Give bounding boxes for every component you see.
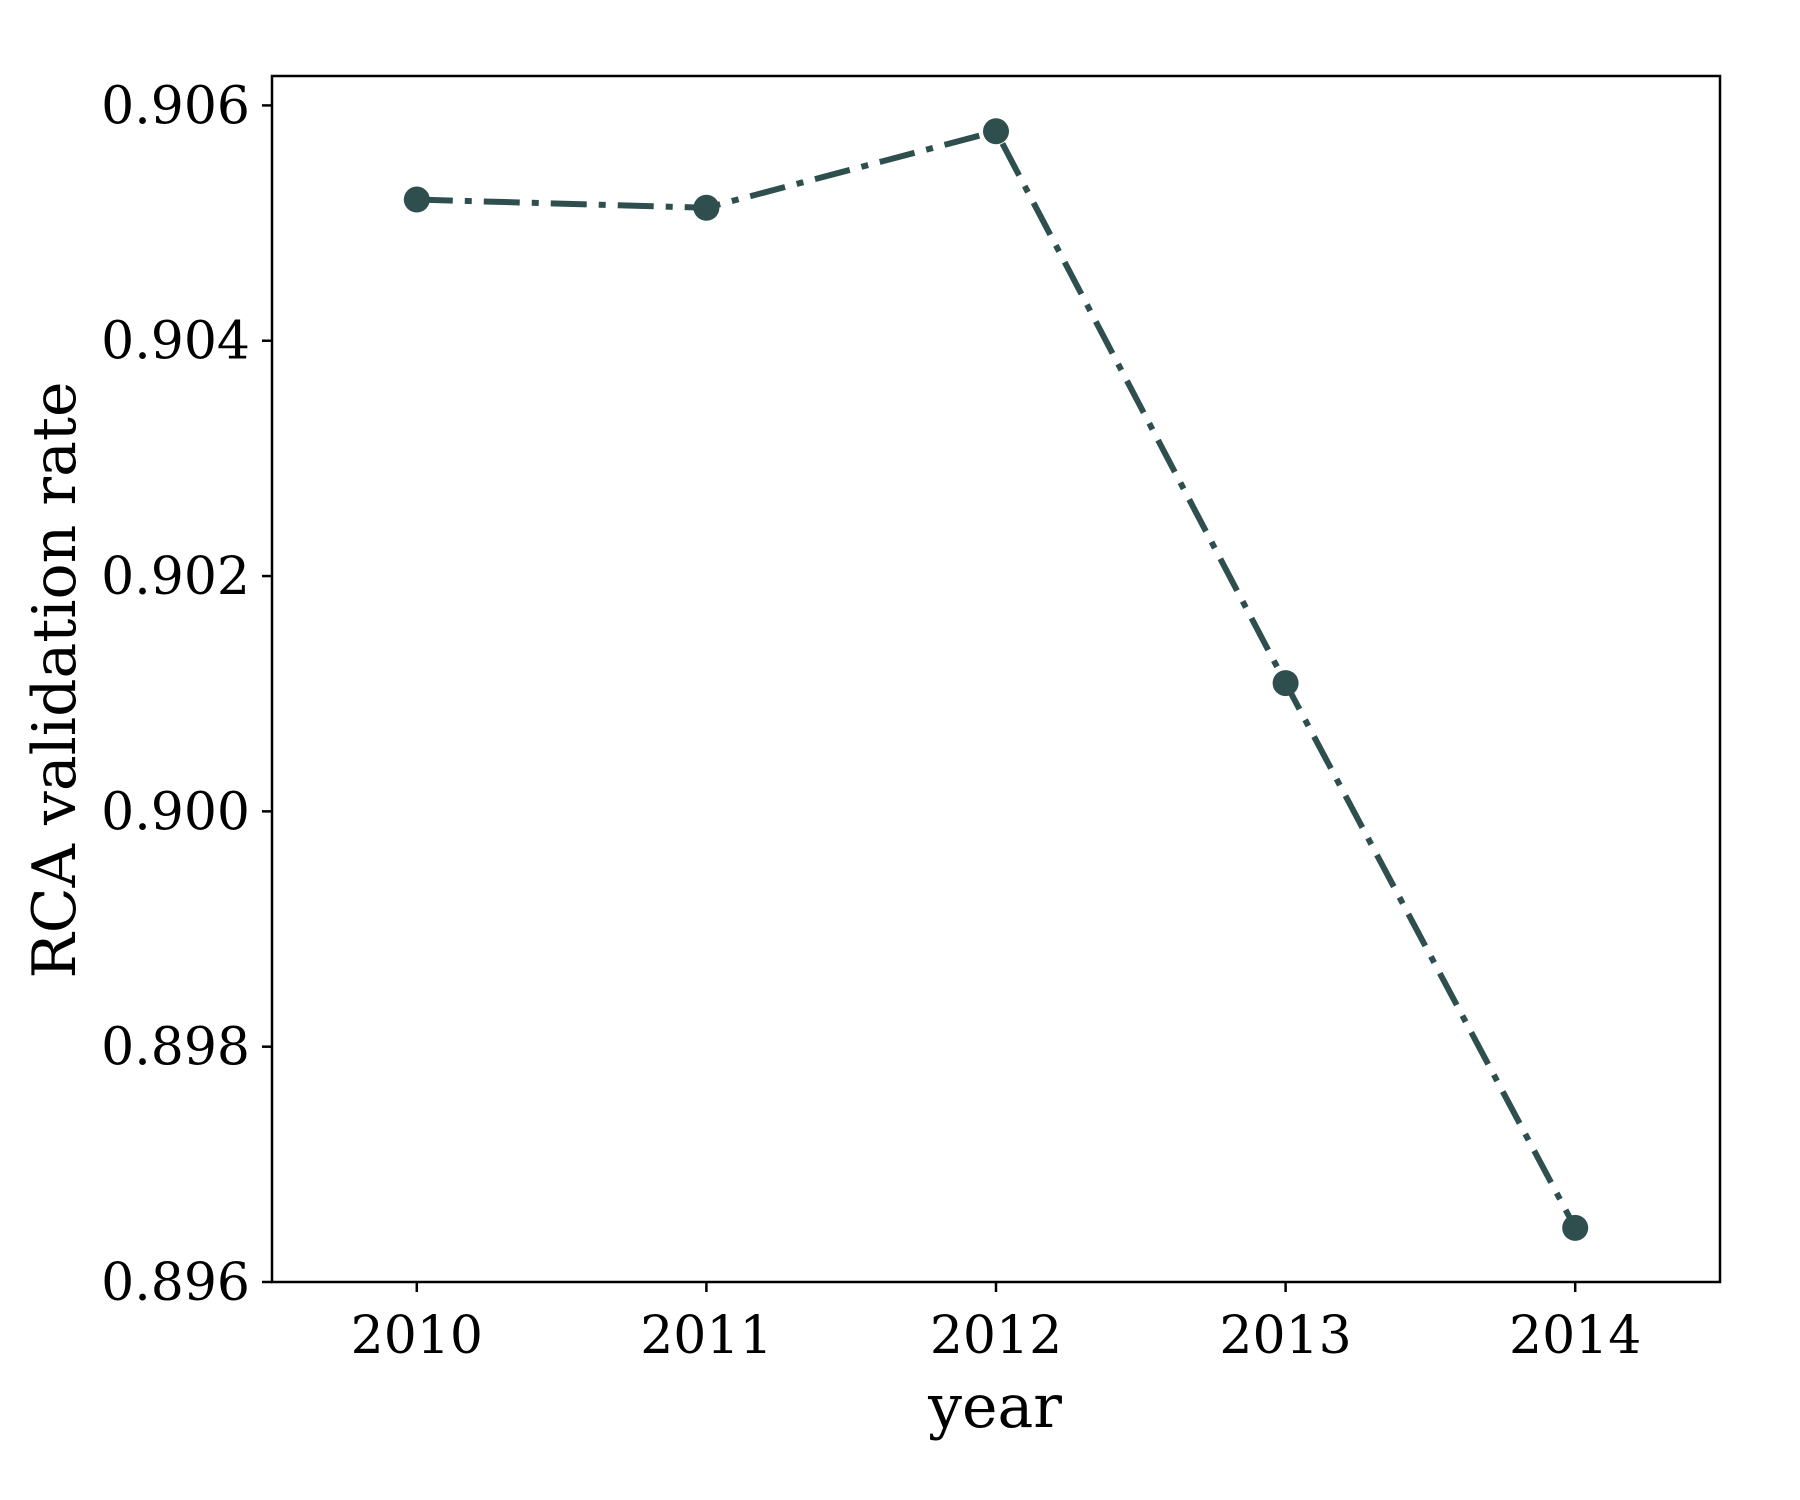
y-tick-label: 0.902	[101, 547, 250, 607]
y-tick-label: 0.904	[101, 312, 250, 372]
data-point	[1562, 1214, 1589, 1241]
plot-area	[272, 76, 1720, 1282]
x-tick-label: 2012	[930, 1306, 1062, 1366]
data-point	[693, 194, 720, 221]
data-point	[1272, 670, 1299, 697]
y-tick-label: 0.906	[101, 76, 250, 136]
data-point	[983, 118, 1009, 145]
series-layer	[403, 118, 1589, 1241]
x-tick-label: 2013	[1219, 1306, 1351, 1366]
data-point	[403, 186, 430, 213]
y-tick-label: 0.898	[101, 1018, 250, 1078]
x-axis-title: year	[927, 1372, 1062, 1442]
x-tick-label: 2010	[351, 1306, 483, 1366]
y-tick-label: 0.900	[101, 782, 250, 842]
y-tick-label: 0.896	[101, 1253, 250, 1313]
plot-background	[272, 76, 1720, 1282]
y-axis-title: RCA validation rate	[20, 382, 90, 979]
x-tick-label: 2014	[1509, 1306, 1641, 1366]
x-tick-label: 2011	[640, 1306, 772, 1366]
axes: 2010 2011 2012 2013 2014 0.896 0.898 0.900 0.902…	[101, 74, 1722, 1366]
